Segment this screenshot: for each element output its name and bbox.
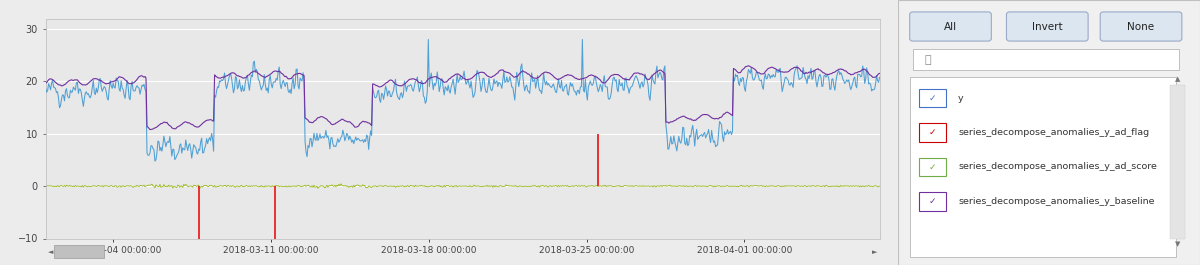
FancyBboxPatch shape — [1170, 85, 1184, 238]
Text: ✓: ✓ — [929, 197, 936, 206]
FancyBboxPatch shape — [913, 49, 1178, 70]
FancyBboxPatch shape — [910, 77, 1176, 257]
Text: series_decompose_anomalies_y_ad_flag: series_decompose_anomalies_y_ad_flag — [958, 128, 1150, 137]
Text: ✓: ✓ — [929, 162, 936, 171]
Text: ✓: ✓ — [929, 128, 936, 137]
Text: ▲: ▲ — [1175, 77, 1180, 82]
Text: series_decompose_anomalies_y_baseline: series_decompose_anomalies_y_baseline — [958, 197, 1154, 206]
Text: ✓: ✓ — [929, 94, 936, 103]
FancyBboxPatch shape — [910, 12, 991, 41]
Text: ◄: ◄ — [48, 249, 54, 255]
FancyBboxPatch shape — [1007, 12, 1088, 41]
Text: ▼: ▼ — [1175, 241, 1180, 247]
Text: series_decompose_anomalies_y_ad_score: series_decompose_anomalies_y_ad_score — [958, 162, 1157, 171]
FancyBboxPatch shape — [54, 245, 104, 258]
FancyBboxPatch shape — [1100, 12, 1182, 41]
Text: ►: ► — [871, 249, 877, 255]
FancyBboxPatch shape — [919, 158, 946, 176]
Text: y: y — [958, 94, 964, 103]
FancyBboxPatch shape — [919, 89, 946, 107]
Text: ⌕: ⌕ — [924, 55, 931, 65]
Text: All: All — [944, 21, 958, 32]
Bar — [46, 81, 880, 134]
Text: Invert: Invert — [1032, 21, 1063, 32]
FancyBboxPatch shape — [919, 192, 946, 211]
Text: None: None — [1128, 21, 1154, 32]
FancyBboxPatch shape — [898, 0, 1200, 265]
FancyBboxPatch shape — [919, 123, 946, 142]
